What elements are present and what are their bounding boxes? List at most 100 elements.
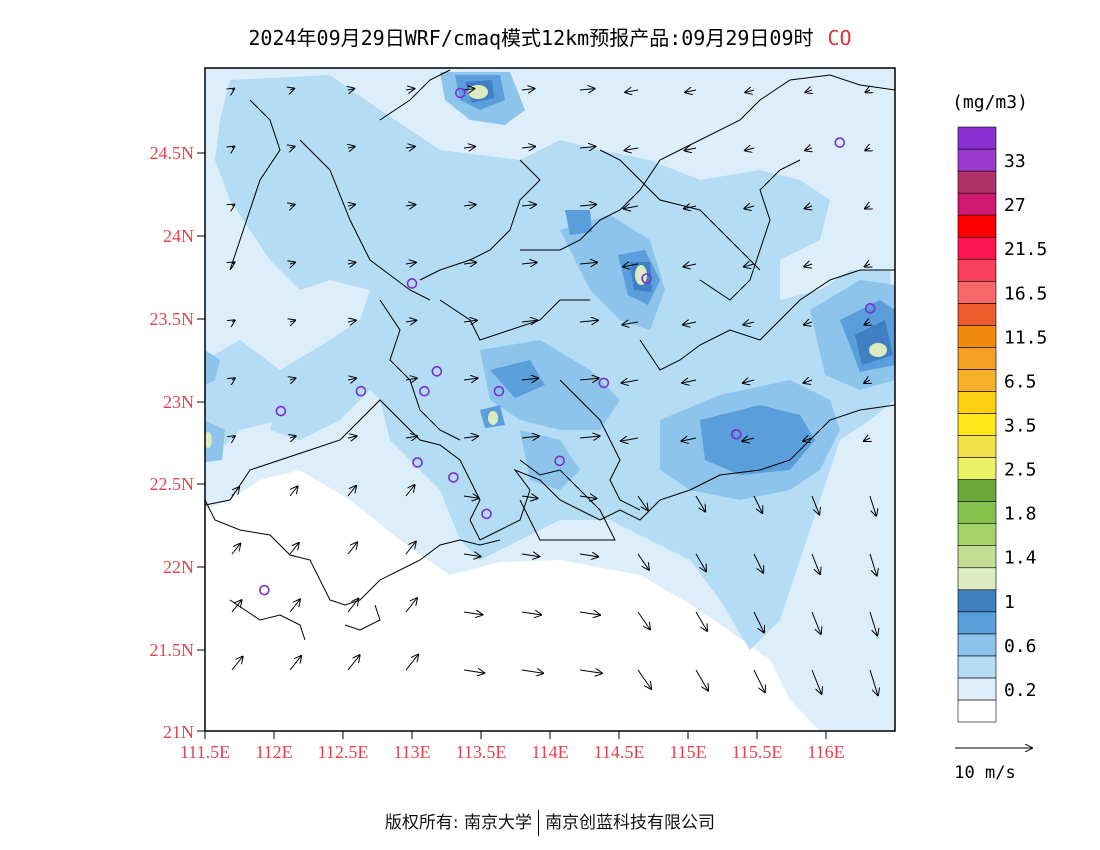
colorbar-tick-label: 0.2	[1004, 680, 1037, 701]
colorbar-swatch	[957, 126, 997, 150]
station-marker	[419, 385, 430, 397]
wind-arrow	[463, 262, 476, 264]
wind-arrow	[521, 205, 536, 207]
colorbar-swatch	[957, 170, 997, 194]
wind-arrow	[579, 205, 596, 207]
colorbar-swatch	[957, 369, 997, 392]
wind-arrow	[742, 438, 755, 441]
colorbar-tick-label: 33	[1004, 151, 1026, 172]
colorbar-tick-label: 27	[1004, 195, 1026, 216]
wind-arrow	[753, 669, 765, 692]
wind-arrow	[695, 611, 707, 631]
wind-arrow	[625, 90, 639, 92]
wind-arrow	[289, 486, 298, 497]
wind-arrow	[231, 544, 240, 555]
station-marker	[834, 137, 846, 148]
wind-arrow	[579, 612, 600, 615]
wind-arrow	[744, 206, 755, 209]
wind-scale-label: 10 m/s	[954, 763, 1015, 783]
wind-arrow	[637, 611, 650, 629]
map-title: 2024年09月29日WRF/cmaq模式12km预报产品:09月29日09时 C…	[0, 22, 1100, 51]
lat-label: 22N	[163, 557, 194, 577]
wind-arrow	[232, 436, 235, 438]
wind-arrow	[232, 89, 234, 90]
wind-arrow	[745, 90, 755, 92]
wind-arrow	[290, 262, 295, 264]
wind-arrow	[695, 553, 706, 571]
wind-arrow	[232, 205, 234, 207]
wind-arrow	[579, 554, 598, 557]
wind-arrow	[405, 378, 417, 380]
station-marker	[554, 455, 565, 467]
colorbar-tick-label: 1	[1004, 592, 1015, 613]
colorbar-swatch	[957, 413, 997, 436]
wind-arrow	[290, 205, 295, 207]
wind-arrow	[463, 496, 479, 498]
wind-arrow	[348, 147, 355, 149]
wind-arrow	[290, 147, 295, 149]
wind-arrow	[463, 320, 477, 322]
colorbar-tick-label: 11.5	[1004, 327, 1047, 348]
longitude-axis: 111.5E 112E 112.5E 113E 113.5E 114E 114.…	[180, 742, 845, 762]
station-marker	[448, 472, 459, 483]
station-marker	[481, 508, 492, 520]
lon-label: 116E	[807, 742, 844, 762]
station-marker	[275, 405, 287, 417]
wind-arrow	[463, 554, 481, 557]
wind-arrow	[804, 264, 813, 267]
wind-arrow	[463, 205, 476, 207]
colorbar-swatch	[957, 435, 997, 458]
wind-arrow	[682, 380, 697, 383]
wind-arrow	[865, 264, 870, 267]
colorbar-tick-label: 2.5	[1004, 460, 1037, 481]
wind-arrow	[869, 495, 876, 516]
wind-arrow	[621, 438, 639, 441]
colorbar-tick-label: 1.8	[1004, 504, 1037, 525]
colorbar-swatch	[957, 589, 997, 613]
wind-vectors	[232, 89, 878, 696]
wind-arrow	[521, 496, 537, 498]
wind-arrow	[804, 322, 813, 325]
colorbar-swatch	[957, 457, 997, 480]
station-marker	[598, 377, 610, 389]
wind-arrow	[405, 147, 415, 149]
wind-arrow	[682, 438, 697, 441]
wind-arrow	[695, 669, 708, 691]
wind-arrow	[695, 495, 705, 512]
wind-arrow	[521, 262, 537, 264]
station-marker	[406, 278, 418, 289]
wind-arrow	[805, 148, 812, 150]
station-marker	[454, 87, 466, 99]
wind-arrow	[625, 148, 639, 150]
wind-arrow	[521, 147, 535, 149]
colorbar-swatch	[957, 677, 997, 701]
lon-label: 114E	[531, 742, 568, 762]
lat-label: 21.5N	[150, 640, 195, 660]
lon-label: 112.5E	[318, 742, 369, 762]
wind-arrow	[232, 262, 235, 264]
colorbar-swatch	[957, 236, 997, 260]
colorbar-swatch	[957, 280, 997, 304]
wind-scale-legend: 10 m/s	[954, 748, 1032, 783]
lat-label: 23.5N	[150, 309, 195, 329]
title-text: 2024年09月29日WRF/cmaq模式12km预报产品:09月29日09时	[248, 26, 814, 50]
wind-arrow	[290, 89, 294, 90]
wind-arrow	[348, 89, 354, 90]
wind-arrow	[753, 611, 764, 633]
wind-arrow	[683, 322, 697, 325]
wind-arrow	[347, 486, 356, 497]
wind-arrow	[579, 436, 600, 438]
wind-arrow	[579, 320, 598, 322]
wind-arrow	[743, 380, 755, 383]
wind-arrow	[463, 147, 475, 149]
colorbar-tick-label: 1.4	[1004, 548, 1037, 569]
wind-arrow	[405, 655, 418, 671]
wind-arrow	[579, 262, 597, 264]
wind-arrow	[805, 206, 812, 209]
wind-arrow	[348, 205, 355, 207]
wind-arrow	[348, 262, 355, 264]
wind-arrow	[290, 320, 295, 322]
station-marker	[412, 457, 423, 468]
lon-label: 113.5E	[456, 742, 507, 762]
colorbar-swatch	[957, 501, 997, 524]
